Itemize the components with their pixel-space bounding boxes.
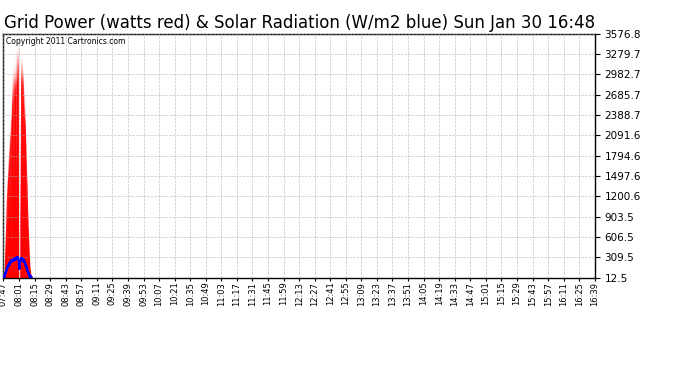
Text: Copyright 2011 Cartronics.com: Copyright 2011 Cartronics.com bbox=[6, 38, 126, 46]
Title: Grid Power (watts red) & Solar Radiation (W/m2 blue) Sun Jan 30 16:48: Grid Power (watts red) & Solar Radiation… bbox=[3, 14, 595, 32]
